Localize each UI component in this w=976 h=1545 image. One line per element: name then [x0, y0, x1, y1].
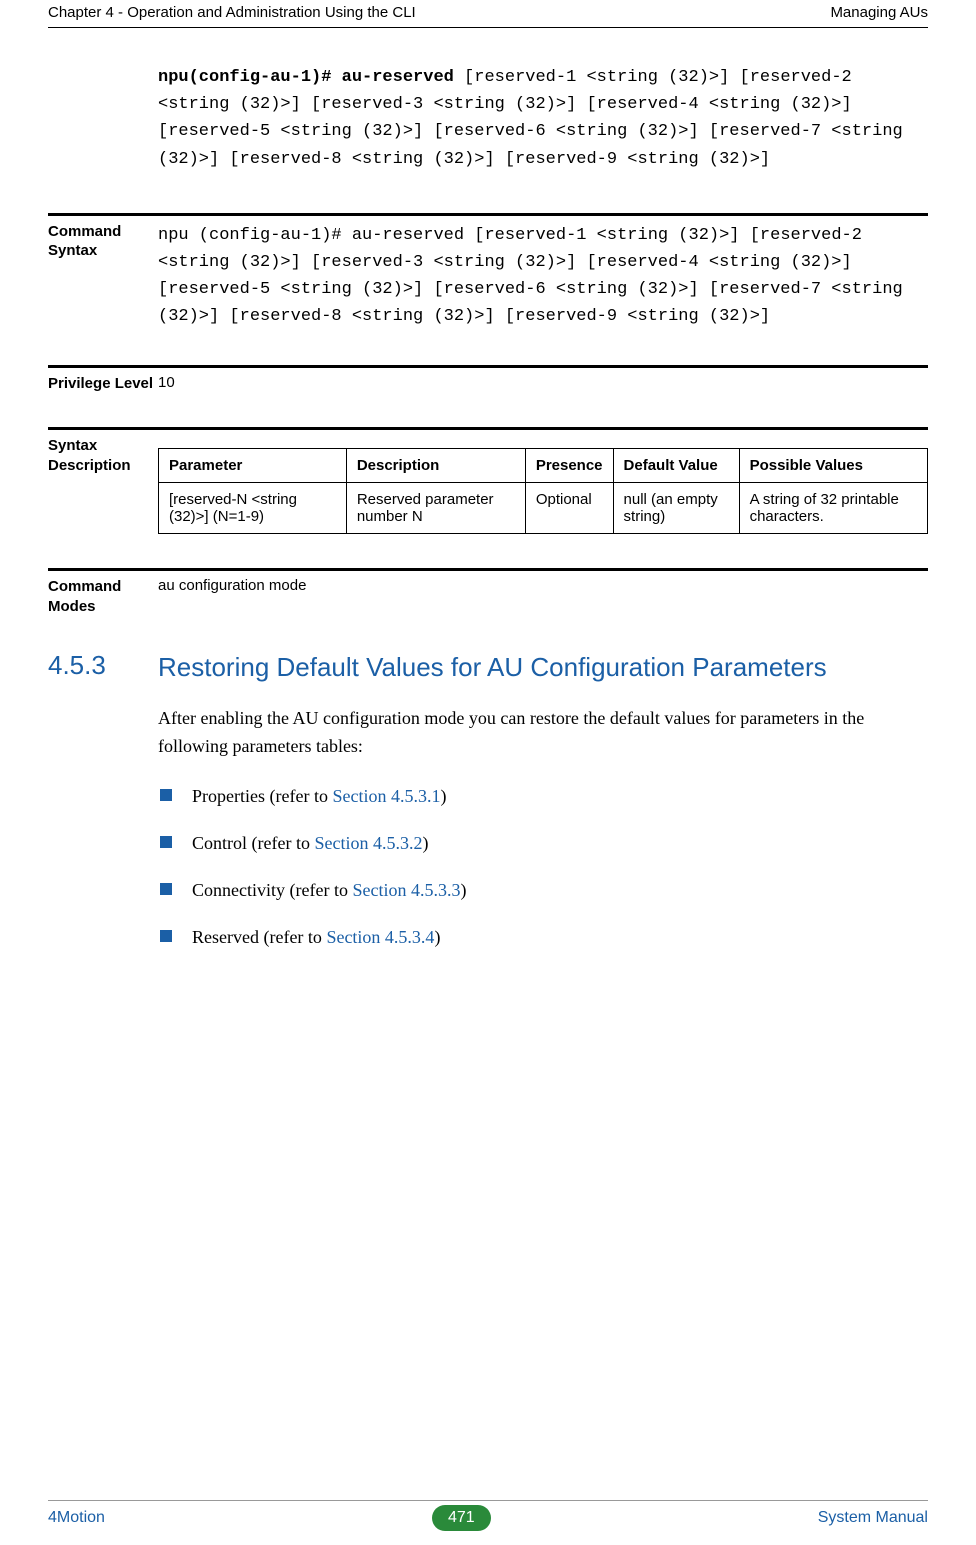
syntax-col-parameter: Parameter	[159, 449, 347, 483]
bullet-tail: )	[422, 833, 428, 853]
bullet-tail: )	[434, 927, 440, 947]
privilege-section: Privilege Level 10	[48, 365, 928, 394]
syntax-description-body: Parameter Description Presence Default V…	[158, 427, 928, 534]
cell-possible: A string of 32 printable characters.	[739, 483, 927, 534]
command-syntax-body: npu (config-au-1)# au-reserved [reserved…	[158, 213, 928, 331]
page-number: 471	[432, 1505, 491, 1531]
bullet-link[interactable]: Section 4.5.3.4	[326, 927, 434, 947]
footer-right: System Manual	[818, 1509, 928, 1527]
bullet-link[interactable]: Section 4.5.3.1	[332, 786, 440, 806]
section-number: 4.5.3	[48, 650, 158, 681]
bullet-text: Properties (refer to	[192, 786, 332, 806]
header-left: Chapter 4 - Operation and Administration…	[48, 4, 416, 21]
syntax-description-section: Syntax Description Parameter Description…	[48, 427, 928, 534]
syntax-col-presence: Presence	[525, 449, 613, 483]
privilege-value: 10	[158, 365, 928, 394]
privilege-label: Privilege Level	[48, 365, 158, 394]
command-modes-label: Command Modes	[48, 568, 158, 616]
command-modes-value: au configuration mode	[158, 568, 928, 616]
cell-presence: Optional	[525, 483, 613, 534]
cell-desc: Reserved parameter number N	[346, 483, 525, 534]
bullet-tail: )	[440, 786, 446, 806]
cell-default: null (an empty string)	[613, 483, 739, 534]
bullet-link[interactable]: Section 4.5.3.3	[352, 880, 460, 900]
bullet-text: Reserved (refer to	[192, 927, 326, 947]
header-right: Managing AUs	[830, 4, 928, 21]
footer-left: 4Motion	[48, 1509, 105, 1527]
syntax-description-label: Syntax Description	[48, 427, 158, 534]
doc-footer: 4Motion 471 System Manual	[48, 1500, 928, 1531]
command-syntax-label: Command Syntax	[48, 213, 158, 331]
bullet-text: Control (refer to	[192, 833, 314, 853]
command-syntax-cmd: npu (config-au-1)# au-reserved	[158, 226, 464, 245]
bullet-list: Properties (refer to Section 4.5.3.1) Co…	[158, 783, 928, 951]
list-item: Control (refer to Section 4.5.3.2)	[158, 830, 928, 857]
list-item: Properties (refer to Section 4.5.3.1)	[158, 783, 928, 810]
section-title: Restoring Default Values for AU Configur…	[158, 650, 928, 685]
intro-code-cmd: npu(config-au-1)# au-reserved	[158, 68, 454, 87]
list-item: Reserved (refer to Section 4.5.3.4)	[158, 924, 928, 951]
intro-paragraph: After enabling the AU configuration mode…	[158, 705, 928, 761]
command-modes-section: Command Modes au configuration mode	[48, 568, 928, 616]
bullet-tail: )	[460, 880, 466, 900]
doc-header: Chapter 4 - Operation and Administration…	[48, 0, 928, 28]
cell-param: [reserved-N <string (32)>] (N=1-9)	[159, 483, 347, 534]
table-row: [reserved-N <string (32)>] (N=1-9) Reser…	[159, 483, 928, 534]
bullet-link[interactable]: Section 4.5.3.2	[314, 833, 422, 853]
command-syntax-section: Command Syntax npu (config-au-1)# au-res…	[48, 213, 928, 331]
bullet-text: Connectivity (refer to	[192, 880, 352, 900]
syntax-col-description: Description	[346, 449, 525, 483]
list-item: Connectivity (refer to Section 4.5.3.3)	[158, 877, 928, 904]
intro-code-block: npu(config-au-1)# au-reserved [reserved-…	[158, 64, 928, 173]
section-heading: 4.5.3 Restoring Default Values for AU Co…	[48, 650, 928, 685]
syntax-col-default: Default Value	[613, 449, 739, 483]
syntax-table: Parameter Description Presence Default V…	[158, 448, 928, 534]
syntax-col-possible: Possible Values	[739, 449, 927, 483]
